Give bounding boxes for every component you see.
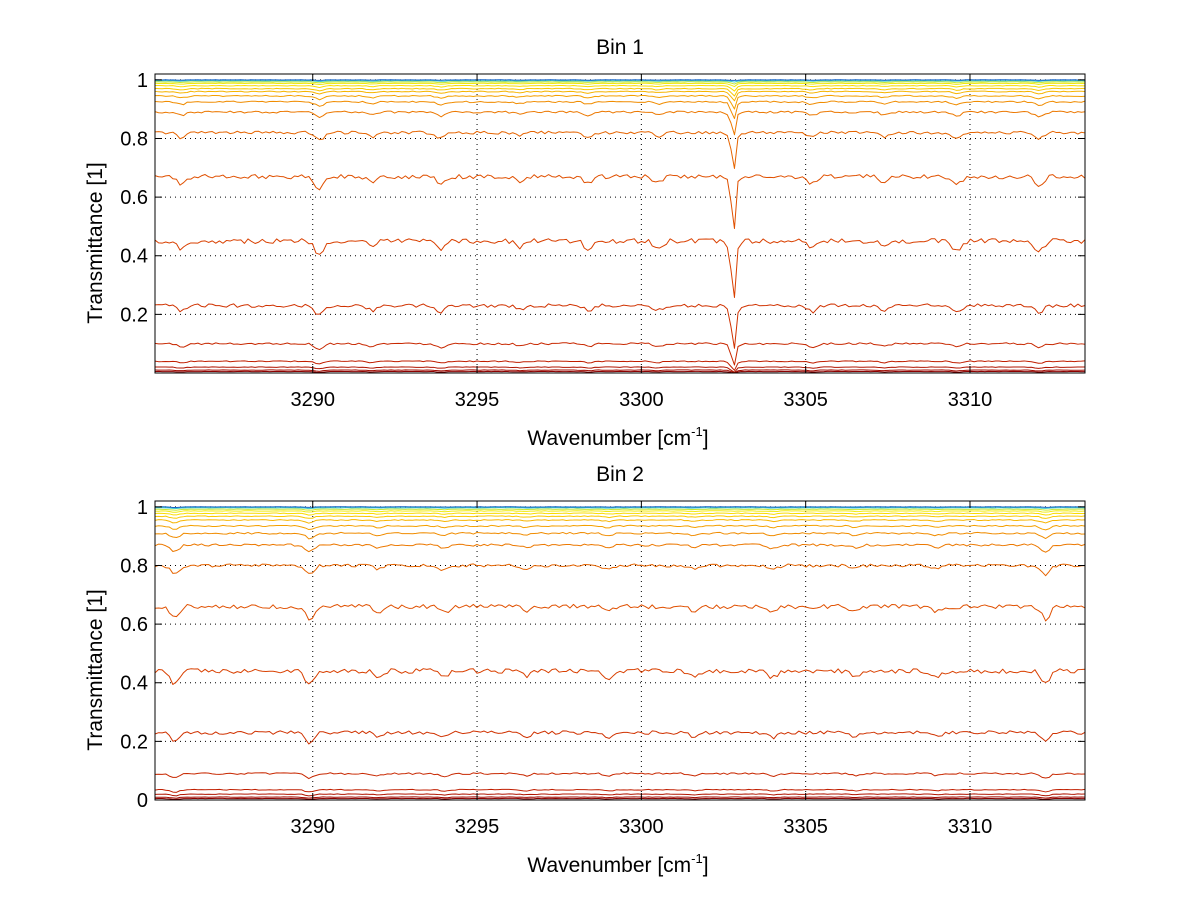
series-line [154, 797, 1086, 800]
series-line [154, 603, 1086, 622]
series-line [154, 788, 1086, 793]
series-line [154, 130, 1086, 169]
x-axis-label: Wavenumber [cm-1] [527, 851, 708, 877]
y-ticks: 0 0.2 0.4 0.6 0.8 1 [120, 497, 1085, 812]
series-line [154, 730, 1086, 745]
x-tick-label: 3295 [455, 389, 500, 411]
series-line [154, 507, 1086, 510]
y-tick-label: 0.6 [120, 614, 148, 636]
series-line [154, 80, 1086, 83]
series-line [154, 531, 1086, 540]
series-group [154, 506, 1086, 800]
y-axis-label: Transmittance [1] [84, 162, 107, 323]
series-line [154, 84, 1086, 92]
x-axis-label: Wavenumber [cm-1] [527, 424, 708, 450]
x-ticks: 3290 3295 3300 3305 3310 [290, 501, 992, 838]
y-tick-label: 0.6 [120, 187, 148, 209]
y-tick-label: 0.4 [120, 673, 148, 695]
x-tick-label: 3300 [619, 389, 664, 411]
plot-area-frame [154, 500, 1086, 801]
series-line [154, 90, 1086, 102]
x-tick-label: 3305 [783, 389, 828, 411]
x-tick-label: 3305 [783, 816, 828, 838]
series-line [154, 82, 1086, 88]
series-line [154, 110, 1086, 136]
y-tick-label: 0.2 [120, 731, 148, 753]
chart-title: Bin 2 [596, 463, 644, 486]
series-line [154, 370, 1086, 374]
series-line [154, 519, 1086, 524]
series-line [154, 772, 1086, 780]
x-ticks: 3290 3295 3300 3305 3310 [290, 74, 992, 411]
y-tick-label: 0 [137, 790, 148, 812]
series-line [154, 543, 1086, 553]
x-tick-label: 3290 [290, 816, 335, 838]
series-line [154, 81, 1086, 85]
series-line [154, 366, 1086, 373]
series-line [154, 87, 1086, 97]
series-line [154, 510, 1086, 513]
series-line [154, 369, 1086, 374]
x-tick-label: 3290 [290, 389, 335, 411]
series-line [154, 360, 1086, 371]
plot-area-frame [154, 73, 1086, 374]
series-line [154, 508, 1085, 511]
y-tick-label: 0.2 [120, 304, 148, 326]
series-line [155, 796, 1086, 799]
chart-panel-bin-2: Bin 2 3290 3295 3300 3305 3310 0 0.2 0.4 0.6 0.8… [84, 463, 1086, 877]
series-line [154, 515, 1086, 519]
series-line [154, 524, 1086, 531]
x-tick-label: 3310 [948, 389, 993, 411]
y-axis-label: Transmittance [1] [84, 589, 107, 750]
series-line [154, 668, 1086, 685]
chart-panel-bin-1: Bin 1 3290 3295 3300 3305 3310 0.2 0.4 0.6 0.8 1… [84, 36, 1086, 450]
series-line [154, 563, 1086, 577]
y-tick-label: 0.4 [120, 246, 148, 268]
series-line [154, 174, 1086, 230]
x-tick-label: 3300 [619, 816, 664, 838]
y-ticks: 0.2 0.4 0.6 0.8 1 [120, 70, 1085, 326]
series-group [154, 79, 1086, 374]
chart-title: Bin 1 [596, 36, 644, 59]
series-line [154, 512, 1086, 516]
series-line [154, 94, 1086, 110]
x-tick-label: 3295 [455, 816, 500, 838]
series-line [154, 79, 1086, 81]
x-tick-label: 3310 [948, 816, 993, 838]
series-line [154, 303, 1086, 349]
series-line [154, 342, 1086, 366]
y-tick-label: 1 [137, 70, 148, 92]
y-tick-label: 1 [137, 497, 148, 519]
y-tick-label: 0.8 [120, 128, 148, 150]
series-line [154, 506, 1085, 508]
series-line [154, 793, 1086, 797]
y-tick-label: 0.8 [120, 555, 148, 577]
series-line [154, 238, 1086, 298]
series-line [154, 100, 1086, 120]
